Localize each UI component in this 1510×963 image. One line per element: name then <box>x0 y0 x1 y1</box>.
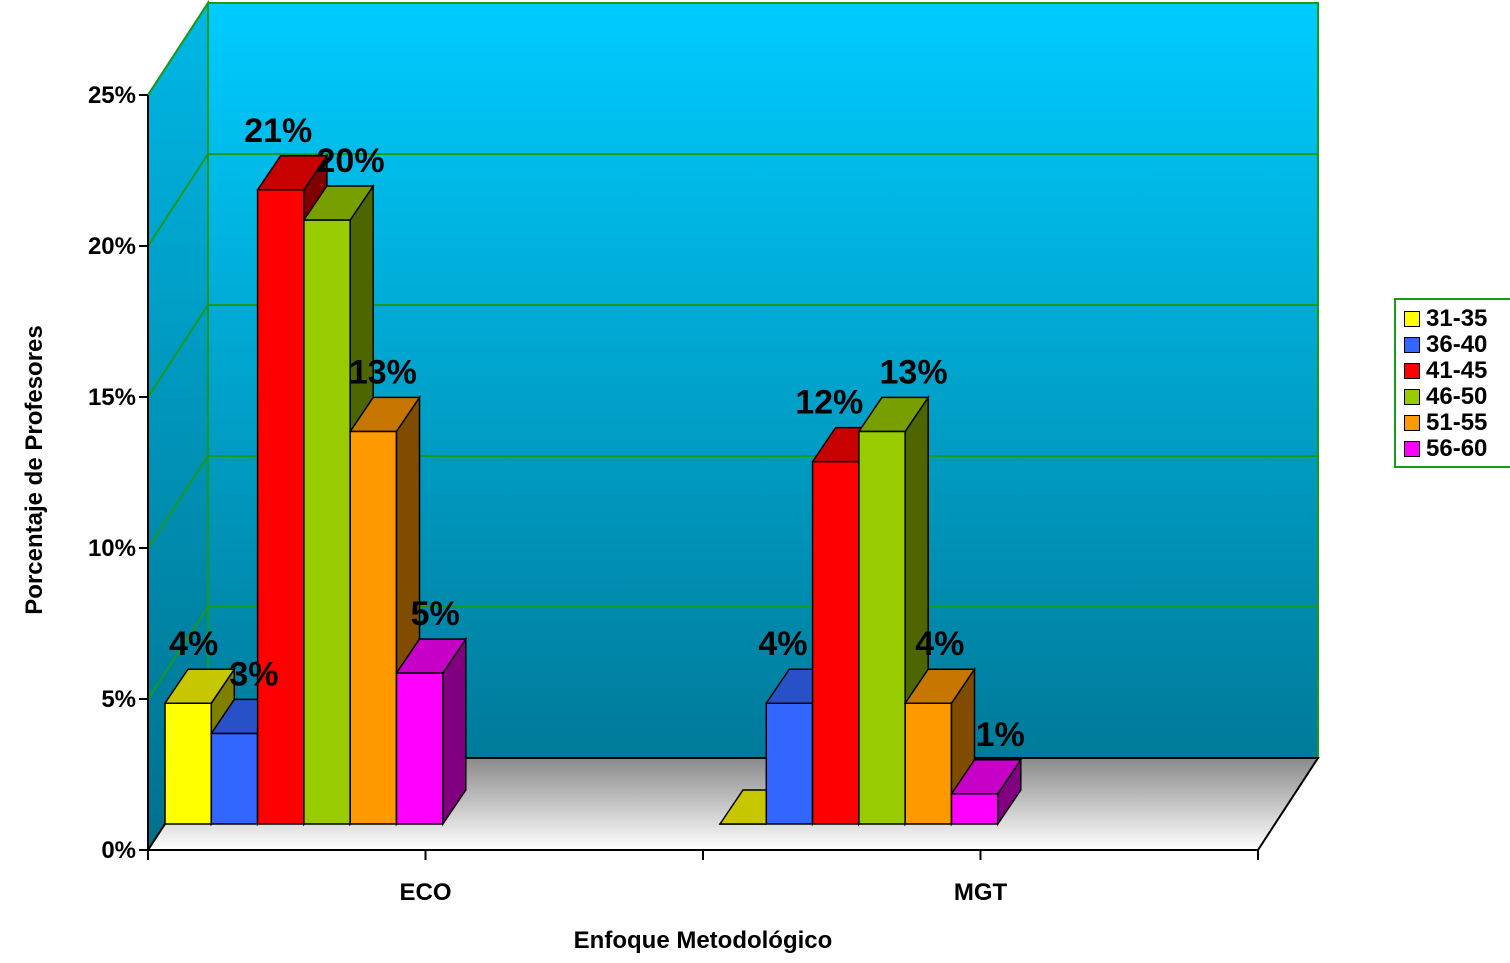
legend-swatch <box>1404 441 1420 457</box>
data-label: 1% <box>976 716 1025 754</box>
legend-swatch <box>1404 415 1420 431</box>
data-label: 5% <box>411 595 460 633</box>
x-tick-label: MGT <box>954 879 1008 906</box>
y-axis-title: Porcentaje de Profesores <box>21 325 48 614</box>
legend-swatch <box>1404 337 1420 353</box>
legend-swatch <box>1404 363 1420 379</box>
legend-label: 51-55 <box>1426 409 1487 437</box>
y-tick-label: 5% <box>101 686 136 713</box>
legend-item: 31-35 <box>1404 306 1510 332</box>
bar-eco-36-40 <box>211 733 257 824</box>
x-axis-title: Enfoque Metodológico <box>574 927 833 954</box>
legend-label: 36-40 <box>1426 331 1487 359</box>
legend-label: 46-50 <box>1426 383 1487 411</box>
data-label: 21% <box>244 112 312 150</box>
data-label: 12% <box>795 384 863 422</box>
bar-eco-31-35 <box>165 703 211 824</box>
legend-item: 41-45 <box>1404 358 1510 384</box>
legend-swatch <box>1404 389 1420 405</box>
legend-item: 36-40 <box>1404 332 1510 358</box>
data-label: 3% <box>229 655 278 693</box>
bar-mgt-36-40 <box>766 703 812 824</box>
data-label: 20% <box>317 142 385 180</box>
x-axis: ECO MGT <box>148 850 1258 906</box>
bar-eco-56-60 <box>397 673 443 824</box>
y-tick-label: 0% <box>101 837 136 864</box>
data-label: 4% <box>915 625 964 663</box>
data-label: 4% <box>758 625 807 663</box>
legend-label: 41-45 <box>1426 357 1487 385</box>
legend-label: 56-60 <box>1426 435 1487 463</box>
x-tick-label: ECO <box>399 879 451 906</box>
bar-mgt-46-50 <box>859 431 905 824</box>
legend-label: 31-35 <box>1426 305 1487 333</box>
bar-eco-41-45 <box>258 190 304 824</box>
y-tick-label: 25% <box>88 82 136 109</box>
bar-mgt-56-60 <box>952 794 998 824</box>
data-label: 4% <box>169 625 218 663</box>
bar-eco-51-55 <box>350 431 396 824</box>
y-axis: 0% 5% 10% 15% 20% 25% <box>88 82 148 864</box>
bar-mgt-51-55 <box>905 703 951 824</box>
y-tick-label: 10% <box>88 535 136 562</box>
legend-swatch <box>1404 311 1420 327</box>
legend-item: 56-60 <box>1404 436 1510 462</box>
y-tick-label: 15% <box>88 384 136 411</box>
y-tick-label: 20% <box>88 233 136 260</box>
bar-eco-46-50 <box>304 220 350 824</box>
legend-item: 46-50 <box>1404 384 1510 410</box>
data-label: 13% <box>349 353 417 391</box>
bar-mgt-41-45 <box>813 462 859 824</box>
legend-item: 51-55 <box>1404 410 1510 436</box>
data-label: 13% <box>880 353 948 391</box>
